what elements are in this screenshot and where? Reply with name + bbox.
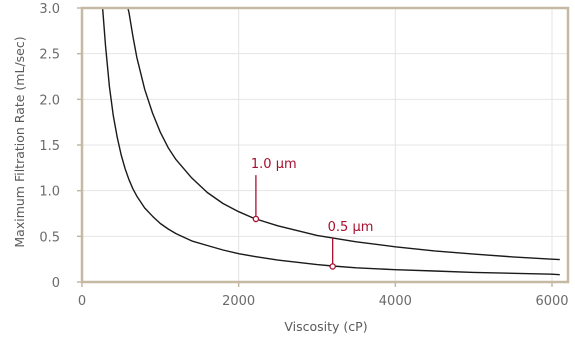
annotation-label-1: 0.5 µm (328, 220, 374, 235)
y-tick-label-5: 2.5 (39, 48, 60, 63)
y-tick-labels: 0 0.5 1.0 1.5 2.0 2.5 3.0 (39, 2, 60, 291)
y-axis-title: Maximum Filtration Rate (mL/sec) (12, 36, 27, 247)
x-tick-label-1: 2000 (222, 294, 255, 309)
axis-ticks (77, 7, 553, 287)
y-tick-label-3: 1.5 (39, 139, 60, 154)
annotation-marker-0 (252, 215, 260, 223)
y-tick-label-0: 0 (52, 276, 60, 291)
curves (101, 8, 560, 276)
y-tick-label-1: 0.5 (39, 230, 60, 245)
annotation-marker-1 (329, 263, 336, 270)
x-tick-labels: 0 2000 4000 6000 (78, 294, 569, 309)
y-tick-label-6: 3.0 (39, 2, 60, 17)
x-tick-label-2: 4000 (379, 294, 412, 309)
y-tick-label-4: 2.0 (39, 93, 60, 108)
x-axis-title: Viscosity (cP) (284, 319, 367, 334)
annotations: 1.0 µm 0.5 µm (251, 157, 374, 270)
y-tick-label-2: 1.0 (39, 185, 60, 200)
series-line-1 (127, 8, 560, 261)
annotation-label-0: 1.0 µm (251, 157, 297, 172)
x-tick-label-0: 0 (78, 294, 86, 309)
x-tick-label-3: 6000 (535, 294, 568, 309)
series-line-0 (101, 8, 560, 276)
grid-lines (82, 8, 568, 282)
